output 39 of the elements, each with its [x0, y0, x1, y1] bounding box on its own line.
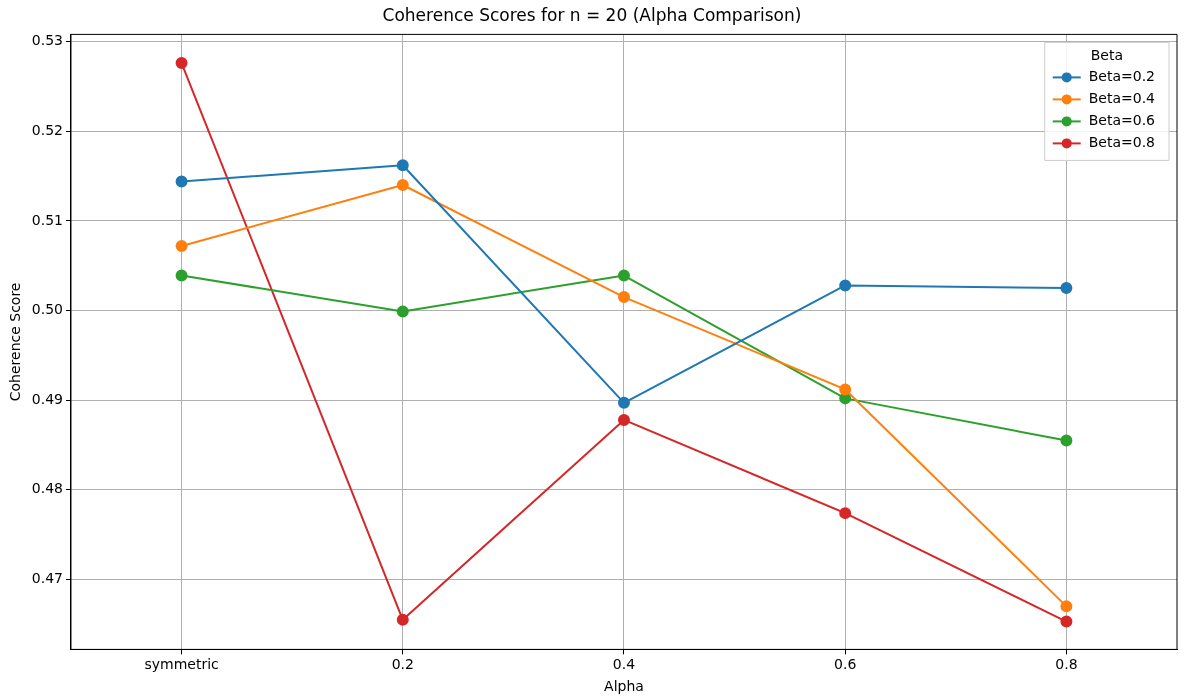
point [175, 239, 188, 252]
legend-label: Beta=0.6 [1088, 112, 1156, 129]
point [1060, 600, 1073, 613]
y-tick-label: 0.50 [31, 301, 63, 318]
legend-title: Beta [1090, 47, 1124, 64]
legend-label: Beta=0.8 [1088, 134, 1155, 151]
y-tick-label: 0.52 [31, 121, 63, 138]
x-tick-label: 0.6 [834, 656, 857, 673]
x-tick-label: 0.8 [1055, 656, 1078, 673]
y-tick-label: 0.47 [31, 570, 63, 587]
point [175, 269, 188, 282]
point [175, 57, 188, 70]
y-tick-label: 0.49 [31, 390, 63, 407]
point [396, 613, 409, 626]
x-axis-title: Alpha [604, 678, 644, 695]
point [617, 413, 630, 426]
point [839, 507, 852, 520]
y-tick-label: 0.53 [31, 32, 63, 49]
x-tick-label: 0.4 [612, 656, 636, 673]
point [175, 175, 188, 188]
x-tick-label: 0.2 [391, 656, 414, 673]
legend-label: Beta=0.2 [1088, 68, 1155, 85]
point [617, 291, 630, 304]
y-axis-title: Coherence Score [7, 282, 24, 402]
point [396, 179, 409, 192]
point [1060, 434, 1073, 447]
point [617, 396, 630, 409]
point [396, 159, 409, 172]
y-tick-label: 0.51 [31, 211, 63, 228]
point [1060, 282, 1073, 295]
point [617, 269, 630, 282]
point [396, 305, 409, 318]
point [839, 383, 852, 396]
x-tick-label: symmetric [144, 656, 219, 673]
point [1060, 615, 1073, 628]
legend-label: Beta=0.4 [1088, 90, 1156, 107]
chart-title: Coherence Scores for n = 20 (Alpha Comparison) [382, 4, 802, 25]
y-tick-label: 0.48 [31, 480, 63, 497]
point [839, 279, 852, 292]
